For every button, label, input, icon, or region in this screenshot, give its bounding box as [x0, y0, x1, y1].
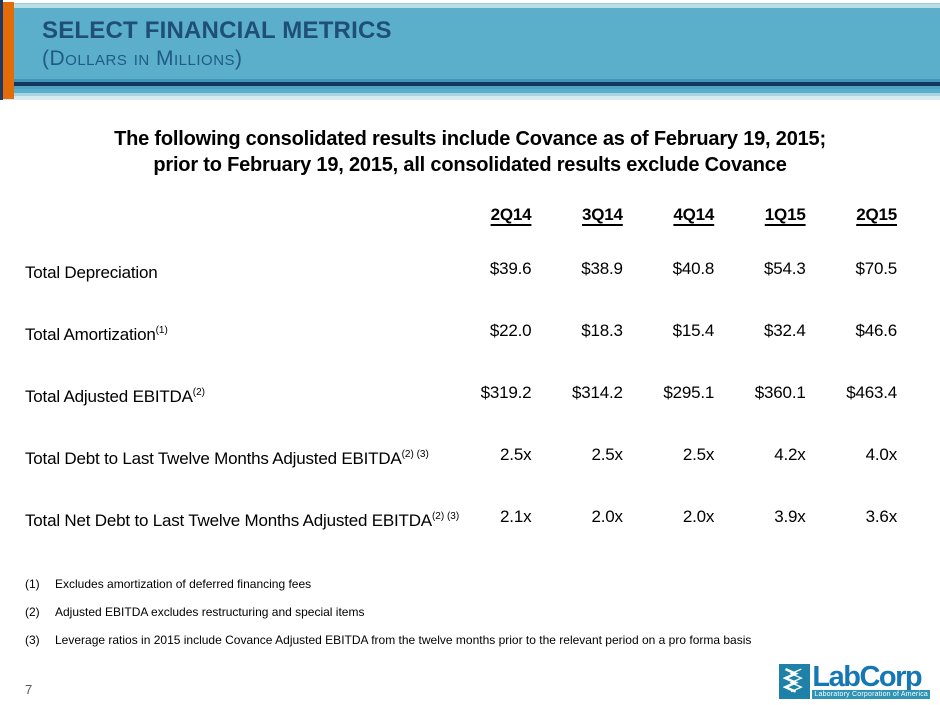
table-cell: 4.0x — [865, 445, 898, 464]
header-strip-light-blue — [0, 3, 940, 8]
header-strip-teal — [0, 79, 940, 82]
left-accent-orange-bar — [3, 2, 14, 99]
page-number: 7 — [25, 682, 33, 697]
intro-line-2: prior to February 19, 2015, all consolid… — [153, 154, 787, 176]
table-cell: $39.6 — [489, 259, 532, 278]
footnotes: (1) Excludes amortization of deferred fi… — [25, 570, 920, 654]
column-header-2q15: 2Q15 — [856, 205, 897, 224]
table-cell: $18.3 — [581, 321, 623, 340]
column-header-spacer — [25, 192, 440, 238]
table-cell: 3.6x — [865, 507, 898, 526]
footnote-marker: (3) — [25, 633, 40, 647]
logo-wordmark: LabCorp — [812, 661, 922, 693]
table-cell: $32.4 — [764, 321, 806, 340]
footnote-text: Excludes amortization of deferred financ… — [55, 577, 312, 591]
table-cell: $319.2 — [480, 383, 532, 402]
slide-title: SELECT FINANCIAL METRICS — [42, 17, 392, 44]
table-cell: 3.9x — [774, 507, 806, 526]
header-strip-pale-blue — [0, 96, 940, 100]
table-cell: $22.0 — [489, 321, 532, 340]
logo-tagline: Laboratory Corporation of America — [812, 690, 930, 699]
header-text-block: SELECT FINANCIAL METRICS (Dollars in Mil… — [42, 16, 392, 72]
row-label-total-depreciation: Total Depreciation — [25, 238, 440, 300]
metrics-table: 2Q14 3Q14 4Q14 1Q15 2Q15 Total Depreciat… — [25, 192, 897, 548]
header-strip-top-white — [0, 0, 940, 3]
table-cell: $360.1 — [754, 383, 806, 402]
slide-header: SELECT FINANCIAL METRICS (Dollars in Mil… — [0, 0, 940, 100]
row-label-total-debt-to-ltm-ebitda: Total Debt to Last Twelve Months Adjuste… — [25, 424, 440, 486]
table-cell: $54.3 — [764, 259, 806, 278]
footnote-text: Adjusted EBITDA excludes restructuring a… — [55, 605, 365, 619]
column-header-1q15: 1Q15 — [764, 205, 806, 224]
row-label-total-amortization: Total Amortization(1) — [25, 300, 440, 362]
row-label-text: Total Depreciation — [25, 263, 158, 282]
table-cell: 2.0x — [682, 507, 715, 526]
row-label-text: Total Net Debt to Last Twelve Months Adj… — [25, 511, 432, 530]
left-accent-navy-bar — [0, 0, 3, 100]
table-cell: $463.4 — [846, 383, 897, 402]
table-cell: $46.6 — [855, 321, 897, 340]
footnote-3: (3) Leverage ratios in 2015 include Cova… — [25, 626, 920, 654]
footnote-marker: (2) — [25, 605, 40, 619]
header-strip-mid-blue — [0, 86, 940, 89]
column-header-2q14: 2Q14 — [490, 205, 532, 224]
row-label-total-adjusted-ebitda: Total Adjusted EBITDA(2) — [25, 362, 440, 424]
table-cell: $38.9 — [581, 259, 623, 278]
header-strip-light-blue-2 — [0, 93, 940, 96]
row-label-text: Total Debt to Last Twelve Months Adjuste… — [25, 449, 402, 468]
dna-helix-icon — [779, 664, 811, 699]
table-cell: $295.1 — [663, 383, 715, 402]
header-strip-main-blue — [0, 8, 940, 79]
header-strip-main-blue-2 — [0, 89, 940, 93]
footnote-ref: (2) (3) — [431, 511, 460, 522]
slide-subtitle: (Dollars in Millions) — [42, 47, 243, 70]
footnote-ref: (2) (3) — [401, 449, 429, 460]
table-cell: 2.5x — [591, 445, 623, 464]
table-cell: 2.1x — [500, 507, 532, 526]
table-cell: $314.2 — [572, 383, 623, 402]
intro-line-1: The following consolidated results inclu… — [114, 128, 826, 150]
table-cell: 2.0x — [591, 507, 623, 526]
column-header-4q14: 4Q14 — [673, 205, 715, 224]
table-cell: 2.5x — [500, 445, 532, 464]
column-header-3q14: 3Q14 — [582, 205, 623, 224]
table-cell: $15.4 — [672, 321, 715, 340]
table-cell: $70.5 — [855, 259, 897, 278]
header-strip-navy-line — [0, 82, 940, 86]
footnote-1: (1) Excludes amortization of deferred fi… — [25, 570, 920, 598]
footnote-ref: (2) — [192, 387, 206, 398]
footnote-marker: (1) — [25, 577, 40, 591]
footnote-2: (2) Adjusted EBITDA excludes restructuri… — [25, 598, 920, 626]
footnote-ref: (1) — [155, 325, 168, 336]
footnote-text: Leverage ratios in 2015 include Covance … — [55, 633, 752, 647]
row-label-text: Total Adjusted EBITDA — [25, 387, 193, 406]
table-cell: $40.8 — [672, 259, 715, 278]
row-label-text: Total Amortization — [25, 325, 156, 344]
labcorp-logo: LabCorp Laboratory Corporation of Americ… — [779, 661, 930, 699]
intro-statement: The following consolidated results inclu… — [0, 126, 940, 178]
table-cell: 2.5x — [682, 445, 715, 464]
table-cell: 4.2x — [774, 445, 806, 464]
row-label-total-net-debt-to-ltm-ebitda: Total Net Debt to Last Twelve Months Adj… — [25, 486, 459, 548]
logo-text-block: LabCorp Laboratory Corporation of Americ… — [812, 661, 930, 699]
